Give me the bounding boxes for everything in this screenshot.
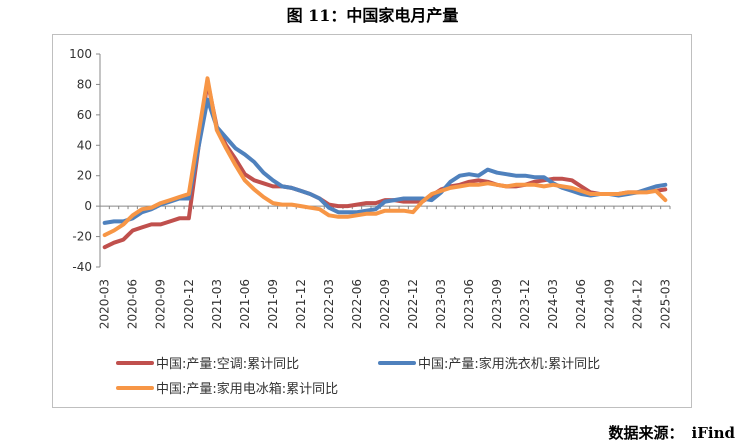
x-tick-label: 2023-09	[490, 279, 504, 329]
line-chart: -40 -20 0 20 40 60 80 100 2020-03 2020-06 2020-09 2…	[69, 47, 672, 397]
chart-frame	[52, 34, 692, 408]
x-tick-label: 2020-03	[98, 279, 112, 329]
x-tick-label: 2022-06	[350, 279, 364, 329]
x-tick-label: 2024-06	[574, 279, 588, 329]
x-tick-label: 2021-03	[210, 279, 224, 329]
figure-title: 图 11：中国家电月产量	[286, 6, 459, 25]
x-tick-label: 2024-03	[546, 279, 560, 329]
y-tick-label: 100	[69, 47, 92, 61]
x-tick-label: 2021-06	[238, 279, 252, 329]
x-tick-label: 2021-09	[266, 279, 280, 329]
legend-label-3: 中国:产量:家用电冰箱:累计同比	[156, 381, 338, 397]
y-tick-label: 80	[77, 77, 92, 91]
x-tick-label: 2022-03	[322, 279, 336, 329]
source-note: 数据来源： iFind	[609, 422, 735, 443]
x-tick-label: 2020-09	[154, 279, 168, 329]
x-tick-label: 2022-12	[406, 279, 420, 329]
y-tick-label: -40	[72, 260, 92, 274]
y-tick-label: 20	[77, 169, 92, 183]
source-value: iFind	[691, 424, 735, 442]
x-tick-label: 2024-12	[630, 279, 644, 329]
y-tick-label: 40	[77, 138, 92, 152]
series-line-2	[102, 97, 668, 225]
x-tick-label: 2023-03	[434, 279, 448, 329]
x-tick-label: 2021-12	[294, 279, 308, 329]
x-tick-label: 2023-06	[462, 279, 476, 329]
x-tick-label: 2025-03	[658, 279, 672, 329]
x-tick-label: 2022-09	[378, 279, 392, 329]
y-tick-label: 60	[77, 108, 92, 122]
x-tick-label: 2020-12	[182, 279, 196, 329]
series-line-1	[102, 79, 668, 250]
series-line-3	[102, 76, 668, 238]
legend-label-1: 中国:产量:空调:累计同比	[156, 357, 299, 372]
x-tick-label: 2020-06	[126, 279, 140, 329]
y-tick-label: 0	[84, 199, 92, 213]
source-label: 数据来源：	[608, 424, 684, 442]
legend-label-2: 中国:产量:家用洗衣机:累计同比	[418, 356, 600, 372]
y-tick-label: -20	[72, 230, 92, 244]
x-tick-label: 2023-12	[518, 279, 532, 329]
x-tick-label: 2024-09	[602, 279, 616, 329]
